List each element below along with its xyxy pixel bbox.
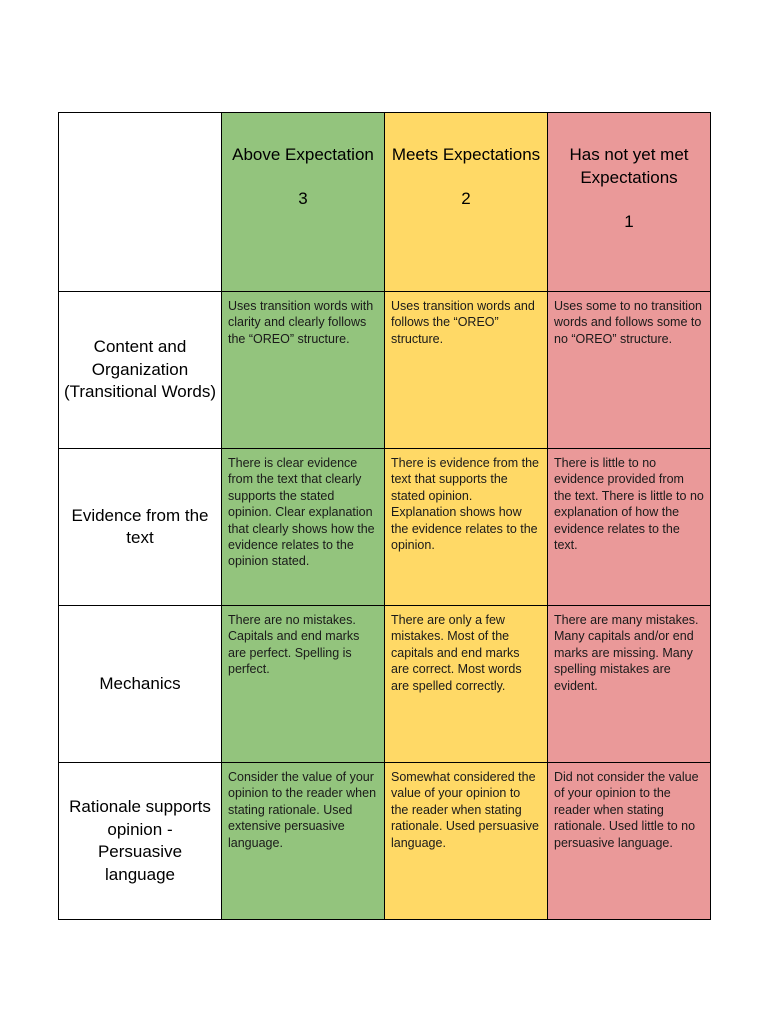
descriptor-cell: There is evidence from the text that sup… [384, 448, 548, 606]
descriptor-cell: There is little to no evidence provided … [547, 448, 711, 606]
descriptor-cell: Uses some to no transition words and fol… [547, 291, 711, 449]
descriptor-cell: Uses transition words and follows the “O… [384, 291, 548, 449]
rubric-table: Above Expectation 3 Meets Expectations 2… [58, 112, 711, 920]
descriptor-cell: Somewhat considered the value of your op… [384, 762, 548, 920]
level-header-meets: Meets Expectations 2 [384, 112, 548, 292]
descriptor-cell: There are no mistakes. Capitals and end … [221, 605, 385, 763]
criterion-row-rationale: Rationale supports opinion - Persuasive … [58, 762, 711, 920]
level-header-not-met: Has not yet met Expectations 1 [547, 112, 711, 292]
level-score: 1 [624, 212, 634, 231]
descriptor-cell: Consider the value of your opinion to th… [221, 762, 385, 920]
level-title: Meets Expectations [391, 145, 541, 164]
criterion-row-evidence: Evidence from the text There is clear ev… [58, 448, 711, 606]
level-title: Above Expectation [232, 145, 374, 164]
descriptor-cell: Did not consider the value of your opini… [547, 762, 711, 920]
level-header-above: Above Expectation 3 [221, 112, 385, 292]
descriptor-cell: Uses transition words with clarity and c… [221, 291, 385, 449]
level-title: Has not yet met Expectations [569, 145, 689, 187]
criterion-label: Rationale supports opinion - Persuasive … [58, 762, 222, 920]
criterion-label: Content and Organization (Transitional W… [58, 291, 222, 449]
level-score: 3 [298, 189, 308, 208]
criterion-label: Mechanics [58, 605, 222, 763]
criterion-row-mechanics: Mechanics There are no mistakes. Capital… [58, 605, 711, 763]
header-row: Above Expectation 3 Meets Expectations 2… [58, 112, 711, 292]
criterion-label: Evidence from the text [58, 448, 222, 606]
criterion-row-content: Content and Organization (Transitional W… [58, 291, 711, 449]
level-score: 2 [461, 189, 471, 208]
corner-cell [58, 112, 222, 292]
descriptor-cell: There is clear evidence from the text th… [221, 448, 385, 606]
descriptor-cell: There are many mistakes. Many capitals a… [547, 605, 711, 763]
descriptor-cell: There are only a few mistakes. Most of t… [384, 605, 548, 763]
